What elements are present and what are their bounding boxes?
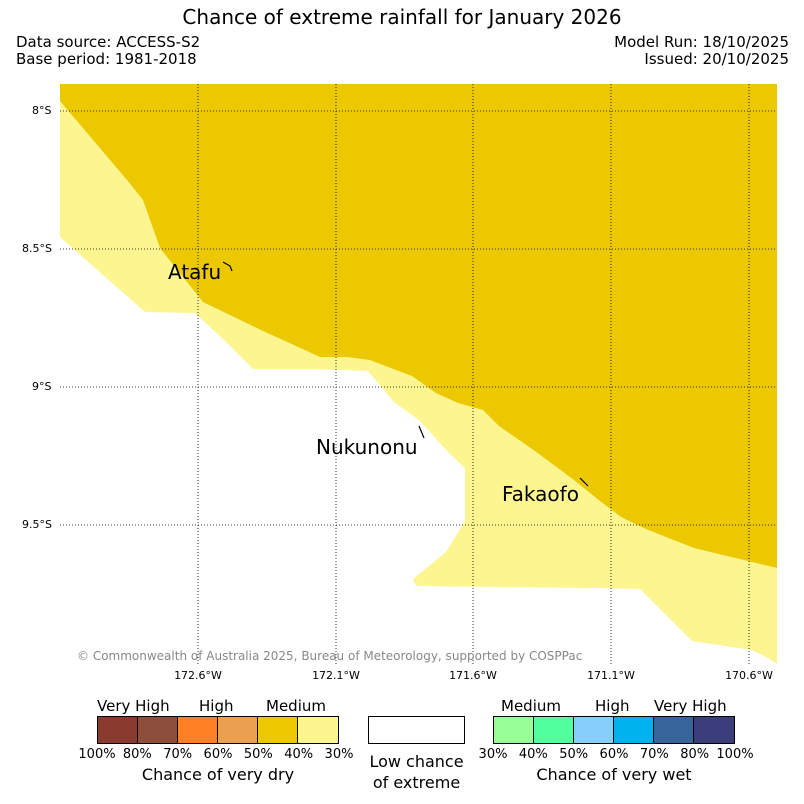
wet-tick-label: 60% (599, 747, 629, 762)
wet-tick-label: 40% (518, 747, 548, 762)
metadata-left: Data source: ACCESS-S2 Base period: 1981… (16, 34, 200, 68)
wet-color-cell (614, 717, 654, 743)
dry-tick-label: 100% (78, 747, 116, 762)
graticule (60, 84, 777, 664)
metadata-right: Model Run: 18/10/2025 Issued: 20/10/2025 (614, 34, 789, 68)
dry-color-cell (218, 717, 258, 743)
issued-text: Issued: 20/10/2025 (644, 50, 789, 68)
dry-color-cell (178, 717, 218, 743)
wet-tick-label: 80% (680, 747, 710, 762)
data-source-text: Data source: ACCESS-S2 (16, 33, 201, 51)
fakaofo-marker (579, 477, 589, 487)
atafu-marker (222, 261, 233, 272)
wet-heading-very-high: Very High (654, 697, 727, 715)
dry-color-cell (98, 717, 138, 743)
wet-legend-title: Chance of very wet (536, 765, 692, 784)
place-label-nukunonu: Nukunonu (316, 435, 418, 459)
wet-heading-medium: Medium (501, 697, 561, 715)
dry-legend-title: Chance of very dry (141, 765, 295, 784)
map-plot-area (60, 84, 777, 664)
low-chance-swatch (368, 716, 465, 744)
wet-color-cell (494, 717, 534, 743)
base-period-text: Base period: 1981-2018 (16, 50, 197, 68)
lon-label-172-1w: 172.1°W (312, 669, 360, 682)
dry-tick-label: 70% (163, 747, 193, 762)
map-title: Chance of extreme rainfall for January 2… (182, 5, 622, 29)
wet-tick-label: 100% (716, 747, 754, 762)
lon-label-171-1w: 171.1°W (587, 669, 635, 682)
lon-label-171-6w: 171.6°W (449, 669, 497, 682)
dry-color-cell (298, 717, 338, 743)
nukunonu-marker (418, 425, 425, 439)
lat-label-9-5s: 9.5°S (22, 518, 52, 531)
wet-tick-label: 70% (639, 747, 669, 762)
low-chance-label: Low chance of extreme (356, 751, 477, 793)
dry-tick-label: 80% (122, 747, 152, 762)
lat-label-9s: 9°S (32, 380, 52, 393)
dry-heading-medium: Medium (266, 697, 326, 715)
low-chance-line2: of extreme (372, 773, 461, 792)
dry-tick-label: 40% (284, 747, 314, 762)
lat-label-8-5s: 8.5°S (22, 242, 52, 255)
wet-tick-label: 50% (559, 747, 589, 762)
low-chance-line1: Low chance (369, 752, 464, 771)
wet-color-cell (694, 717, 734, 743)
medium-dry-40-50-region (60, 84, 777, 568)
copyright-notice: © Commonwealth of Australia 2025, Bureau… (77, 649, 583, 663)
dry-color-cell (138, 717, 178, 743)
dry-tick-label: 50% (243, 747, 273, 762)
place-label-atafu: Atafu (168, 260, 222, 284)
dry-tick-label: 60% (203, 747, 233, 762)
dry-color-cell (258, 717, 298, 743)
wet-color-cell (654, 717, 694, 743)
wet-tick-label: 30% (478, 747, 508, 762)
lon-label-170-6w: 170.6°W (725, 669, 773, 682)
dry-heading-high: High (199, 697, 234, 715)
island-markers (222, 261, 589, 487)
model-run-text: Model Run: 18/10/2025 (614, 33, 789, 51)
dry-heading-very-high: Very High (97, 697, 170, 715)
place-label-fakaofo: Fakaofo (502, 482, 579, 506)
wet-color-cell (574, 717, 614, 743)
dry-colorbar (97, 716, 339, 744)
lat-label-8s: 8°S (32, 104, 52, 117)
wet-color-cell (534, 717, 574, 743)
dry-tick-label: 30% (324, 747, 354, 762)
wet-heading-high: High (595, 697, 630, 715)
wet-colorbar (493, 716, 735, 744)
lon-label-172-6w: 172.6°W (174, 669, 222, 682)
